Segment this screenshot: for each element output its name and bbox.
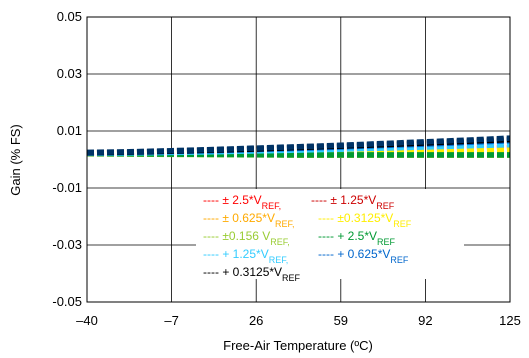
legend-entry: ---- ± 2.5*VREF, [203,193,281,211]
grid-lines [87,17,510,302]
legend-entry: ---- ± 1.25*VREF [311,193,395,211]
legend-entry: ---- ± 0.625*VREF, [203,211,294,229]
legend-entry: ---- + 0.625*VREF [318,247,409,265]
y-tick-label: -0.05 [52,294,82,309]
x-tick-label: 125 [499,313,521,328]
y-tick-label: -0.01 [52,180,82,195]
y-tick-labels: -0.05 -0.03 -0.01 0.01 0.03 0.05 [52,9,82,309]
legend-entry: ---- ±0.3125*VREF [318,211,412,229]
series-lines [86,135,511,158]
legend-entry: ---- + 2.5*VREF [318,229,396,247]
y-tick-label: 0.03 [57,66,82,81]
legend-box [196,189,464,279]
legend-entry: ---- + 0.3125*VREF [203,265,301,283]
x-tick-label: 59 [334,313,348,328]
x-tick-label: –7 [164,313,178,328]
plot-frame [86,16,511,303]
y-tick-label: 0.05 [57,9,82,24]
x-tick-labels: –40 –7 26 59 92 125 [76,313,521,328]
legend-entry: ---- ±0.156 VREF, [203,229,290,247]
x-tick-label: 92 [418,313,432,328]
legend-entry: ---- + 1.25*VREF, [203,247,288,265]
y-tick-label: 0.01 [57,123,82,138]
legend: ---- ± 2.5*VREF, ---- ± 1.25*VREF ---- ± 0… [196,189,464,283]
x-tick-label: 26 [249,313,263,328]
series-line-9 [86,135,511,156]
x-axis-label: Free-Air Temperature (ºC) [223,338,373,353]
y-tick-label: -0.03 [52,237,82,252]
x-tick-label: –40 [76,313,98,328]
y-axis-label: Gain (% FS) [8,124,23,196]
